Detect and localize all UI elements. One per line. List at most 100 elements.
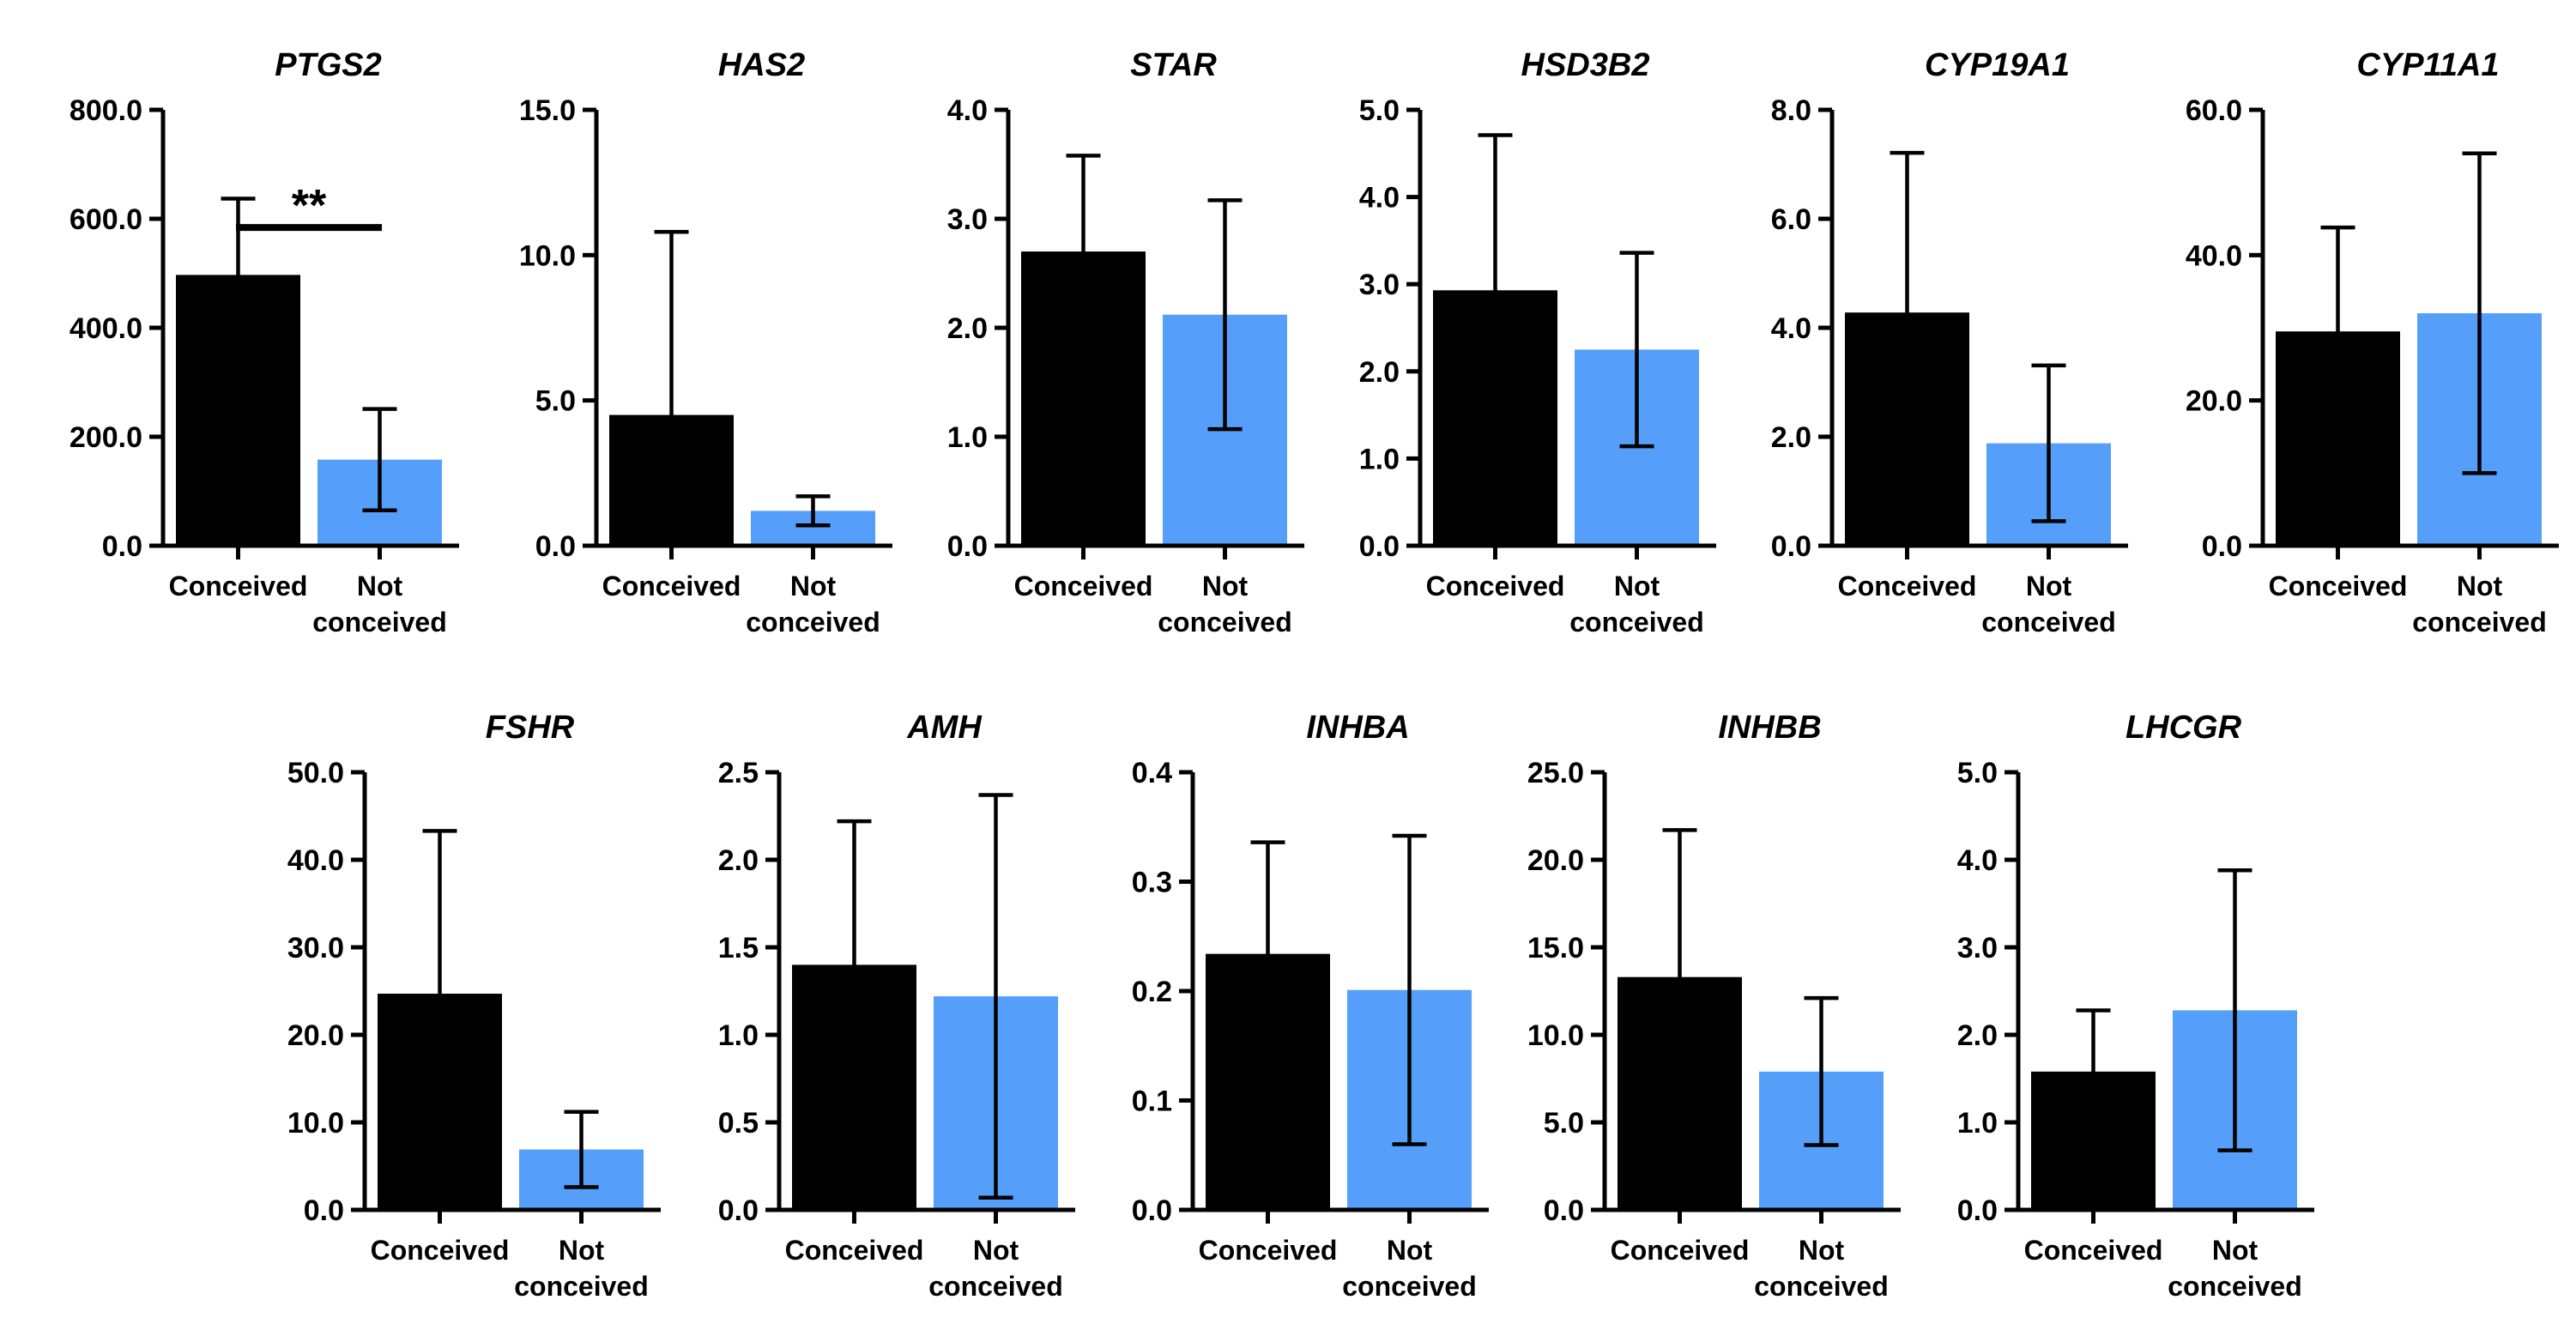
y-tick-label: 10.0 (287, 1107, 344, 1140)
category-label-line: Conceived (1426, 571, 1565, 602)
chart-title: CYP11A1 (2356, 47, 2499, 83)
category-label-conceived: Conceived (1838, 571, 1977, 602)
panel-cyp11a1: CYP11A1 0.0 20.0 40.0 60.0 Conceived Not concei… (2186, 47, 2559, 638)
y-tick-label: 800.0 (70, 94, 142, 127)
category-label-line: Not (1799, 1235, 1845, 1266)
chart-title: PTGS2 (275, 47, 382, 83)
category-label-line: conceived (746, 607, 880, 638)
y-tick-label: 1.0 (947, 421, 988, 454)
category-label-not-conceived: Not conceived (746, 571, 880, 638)
category-label-line: Conceived (2024, 1235, 2163, 1266)
y-tick-label: 60.0 (2186, 94, 2242, 127)
category-label-not-conceived: Not conceived (1569, 571, 1704, 638)
y-tick-label: 20.0 (2186, 385, 2242, 418)
category-label-line: Not (2212, 1235, 2259, 1266)
y-tick-label: 40.0 (2186, 239, 2242, 272)
category-label-not-conceived: Not conceived (312, 571, 447, 638)
y-tick-label: 6.0 (1771, 203, 1811, 236)
significance-marker: ** (292, 181, 327, 231)
panel-amh: AMH 0.0 0.5 1.0 1.5 2.0 2.5 Conceived Not conceiv… (718, 710, 1075, 1302)
category-label-not-conceived: Not conceived (1981, 571, 2116, 638)
y-tick-label: 0.0 (304, 1194, 344, 1227)
y-tick-label: 0.1 (1132, 1085, 1172, 1118)
panel-cyp19a1: CYP19A1 0.0 2.0 4.0 6.0 8.0 Conceived Not concei… (1771, 47, 2128, 638)
category-label-not-conceived: Not conceived (928, 1235, 1063, 1302)
category-label-line: conceived (2168, 1271, 2302, 1302)
category-label-line: conceived (514, 1271, 649, 1302)
category-label-line: Not (2457, 571, 2503, 602)
panel-lhcgr: LHCGR 0.0 1.0 2.0 3.0 4.0 5.0 Conceived Not conce… (1957, 710, 2314, 1302)
category-label-not-conceived: Not conceived (1158, 571, 1292, 638)
category-label-not-conceived: Not conceived (2412, 571, 2547, 638)
category-label-line: Conceived (602, 571, 741, 602)
y-tick-label: 400.0 (70, 312, 142, 345)
y-tick-label: 4.0 (1359, 182, 1400, 215)
category-label-line: Not (2026, 571, 2072, 602)
y-tick-label: 5.0 (1957, 757, 1998, 789)
category-label-not-conceived: Not conceived (1754, 1235, 1889, 1302)
category-label-conceived: Conceived (2024, 1235, 2163, 1266)
y-tick-label: 0.0 (1359, 530, 1400, 563)
y-tick-label: 200.0 (70, 421, 142, 454)
y-tick-label: 0.4 (1132, 757, 1172, 789)
category-label-conceived: Conceived (1014, 571, 1153, 602)
y-tick-label: 40.0 (287, 844, 344, 877)
category-label-not-conceived: Not conceived (2168, 1235, 2302, 1302)
category-label-conceived: Conceived (1611, 1235, 1750, 1266)
y-tick-label: 2.0 (947, 312, 988, 345)
category-label-line: conceived (312, 607, 447, 638)
category-label-line: Not (1614, 571, 1660, 602)
category-label-line: conceived (928, 1271, 1063, 1302)
y-tick-label: 600.0 (70, 203, 142, 236)
y-tick-label: 4.0 (947, 94, 988, 127)
y-tick-label: 3.0 (947, 203, 988, 236)
category-label-line: Not (357, 571, 403, 602)
panel-fshr: FSHR 0.0 10.0 20.0 30.0 40.0 50.0 Conceived Not c… (287, 710, 661, 1302)
y-tick-label: 0.0 (1957, 1194, 1998, 1227)
category-label-line: Conceived (1014, 571, 1153, 602)
category-label-line: conceived (2412, 607, 2547, 638)
category-label-line: conceived (1981, 607, 2116, 638)
category-label-line: Not (790, 571, 837, 602)
category-label-not-conceived: Not conceived (1342, 1235, 1477, 1302)
y-tick-label: 0.0 (947, 530, 988, 563)
panel-inhbb: INHBB 0.0 5.0 10.0 15.0 20.0 25.0 Conceived Not c… (1527, 710, 1901, 1302)
y-tick-label: 0.0 (1544, 1194, 1584, 1227)
chart-title: FSHR (486, 710, 575, 746)
y-tick-label: 8.0 (1771, 94, 1811, 127)
category-label-line: Conceived (371, 1235, 510, 1266)
chart-title: INHBA (1306, 710, 1409, 746)
category-label-line: Not (1202, 571, 1249, 602)
y-tick-label: 15.0 (1527, 932, 1584, 964)
chart-title: INHBB (1718, 710, 1821, 746)
y-tick-label: 4.0 (1771, 312, 1811, 345)
y-tick-label: 1.0 (1957, 1107, 1998, 1140)
y-tick-label: 0.0 (102, 530, 142, 563)
y-tick-label: 30.0 (287, 932, 344, 964)
chart-title: HAS2 (718, 47, 805, 83)
chart-title: AMH (906, 710, 983, 746)
y-tick-label: 0.2 (1132, 976, 1172, 1008)
category-label-line: Conceived (785, 1235, 924, 1266)
category-label-line: Not (1387, 1235, 1433, 1266)
y-tick-label: 20.0 (1527, 844, 1584, 877)
category-label-not-conceived: Not conceived (514, 1235, 649, 1302)
y-tick-label: 1.0 (718, 1019, 759, 1052)
panel-star: STAR 0.0 1.0 2.0 3.0 4.0 Conceived Not conceived (947, 47, 1304, 638)
category-label-conceived: Conceived (785, 1235, 924, 1266)
category-label-line: Conceived (1611, 1235, 1750, 1266)
panel-inhba: INHBA 0.0 0.1 0.2 0.3 0.4 Conceived Not conceive… (1132, 710, 1489, 1302)
y-tick-label: 5.0 (1359, 94, 1400, 127)
chart-title: HSD3B2 (1521, 47, 1650, 83)
y-tick-label: 0.0 (718, 1194, 759, 1227)
y-tick-label: 2.0 (1771, 421, 1811, 454)
y-tick-label: 4.0 (1957, 844, 1998, 877)
category-label-conceived: Conceived (602, 571, 741, 602)
category-label-conceived: Conceived (371, 1235, 510, 1266)
category-label-line: Conceived (169, 571, 308, 602)
chart-title: LHCGR (2126, 710, 2242, 746)
category-label-conceived: Conceived (169, 571, 308, 602)
y-tick-label: 2.5 (718, 757, 759, 789)
y-tick-label: 10.0 (519, 239, 576, 272)
